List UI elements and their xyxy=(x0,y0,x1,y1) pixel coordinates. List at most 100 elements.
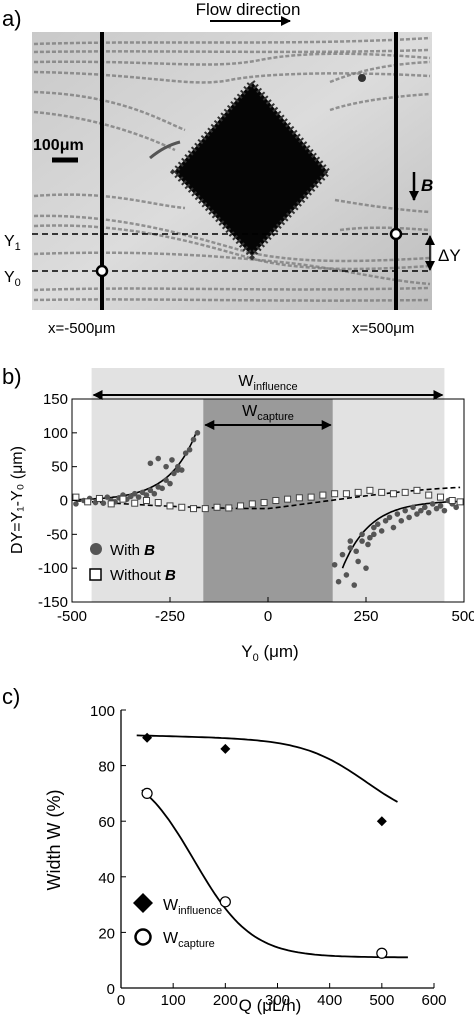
point-with-b xyxy=(410,504,416,511)
point-capture xyxy=(141,787,153,800)
streamline xyxy=(33,214,431,263)
point-influence xyxy=(142,732,153,743)
point-with-b xyxy=(406,514,412,521)
streamline xyxy=(33,110,176,152)
point-without-b xyxy=(354,488,362,496)
point-with-b xyxy=(355,558,361,565)
point-with-b xyxy=(365,541,371,548)
panel-c-ylabel: Width W (%) xyxy=(44,790,64,891)
point-without-b xyxy=(272,497,280,504)
point-without-b xyxy=(366,486,374,494)
point-without-b xyxy=(248,500,256,508)
point-with-b xyxy=(453,504,459,511)
point-with-b xyxy=(347,545,354,551)
streamline xyxy=(339,226,431,232)
point-without-b xyxy=(284,495,292,503)
point-without-b xyxy=(154,499,162,507)
point-without-b xyxy=(319,491,327,499)
point-without-b xyxy=(413,486,421,494)
point-with-b xyxy=(171,470,177,477)
point-with-b xyxy=(398,518,405,524)
marker-y0 xyxy=(95,264,109,278)
point-without-b xyxy=(389,490,397,498)
point-influence xyxy=(376,816,387,827)
panel-c-label: c) xyxy=(2,684,20,709)
point-with-b xyxy=(429,501,436,507)
y1-label: Y1 xyxy=(4,233,21,253)
x-tick-label: 100 xyxy=(161,992,186,1009)
point-without-b xyxy=(331,490,339,498)
panel-c-axes: 0 100 200 300 400 500 600 0 20 40 60 80 100 xyxy=(90,703,447,1009)
y-tick-label: -150 xyxy=(38,594,68,611)
point-without-b xyxy=(107,500,115,508)
flow-direction-label: Flow direction xyxy=(196,0,301,19)
point-with-b xyxy=(167,480,173,487)
point-with-b xyxy=(367,534,373,541)
point-without-b xyxy=(142,497,150,504)
streamline xyxy=(33,286,431,292)
point-with-b xyxy=(382,518,389,524)
point-with-b xyxy=(359,531,365,538)
field-label: B xyxy=(421,176,433,195)
panel-b-regions xyxy=(91,368,445,602)
panel-b-ylabel: DY=Y₁-Y₀ (μm) xyxy=(9,446,26,554)
legend-capture-marker xyxy=(134,928,152,946)
x-tick-label: 600 xyxy=(421,992,446,1009)
fit-influence xyxy=(136,734,398,803)
point-without-b xyxy=(190,505,198,513)
point-without-b xyxy=(225,504,233,512)
point-without-b xyxy=(307,493,315,501)
point-with-b xyxy=(182,450,189,456)
x-tick-label: 500 xyxy=(451,608,474,625)
y-tick-label: 20 xyxy=(98,925,115,942)
panel-c-fit-curves xyxy=(136,734,408,959)
panel-b-label: b) xyxy=(2,364,22,389)
magnetic-trap xyxy=(169,77,332,261)
point-influence xyxy=(220,743,231,754)
point-without-b xyxy=(378,488,386,496)
scale-bar-label: 100μm xyxy=(33,137,84,154)
y-tick-label: 0 xyxy=(107,981,115,998)
point-without-b xyxy=(95,494,103,502)
y0-label: Y0 xyxy=(4,269,21,289)
streamline xyxy=(33,251,431,286)
y-tick-label: 80 xyxy=(98,759,115,776)
point-without-b xyxy=(178,503,186,511)
panel-a-label: a) xyxy=(2,6,22,31)
point-with-b xyxy=(151,490,158,497)
legend-with-b-marker xyxy=(90,543,102,555)
marker-y1 xyxy=(389,227,403,241)
delta-y-label: ΔY xyxy=(438,246,461,265)
legend-influence-marker xyxy=(133,893,153,913)
point-with-b xyxy=(386,514,393,521)
point-without-b xyxy=(456,498,464,506)
point-with-b xyxy=(378,528,385,534)
streamline xyxy=(33,36,431,46)
legend-capture-label: Wcapture xyxy=(163,930,215,950)
panel-b-points xyxy=(72,430,464,588)
panel-c: c) 0 100 200 300 400 500 600 0 20 40 60 80 100 Width… xyxy=(2,684,447,1015)
panel-a: a) Flow direction 100μm B Y1 Y0 ΔY x=-50… xyxy=(2,0,461,337)
point-capture xyxy=(376,947,388,959)
point-with-b xyxy=(163,463,169,470)
streamline xyxy=(334,198,431,214)
y-tick-label: -50 xyxy=(46,526,68,543)
point-with-b xyxy=(159,485,165,492)
point-without-b xyxy=(436,493,444,501)
x-tick-label: 300 xyxy=(265,992,290,1009)
y-tick-label: 60 xyxy=(98,814,115,831)
y-tick-label: 100 xyxy=(43,425,68,442)
streamline xyxy=(33,298,431,302)
point-with-b xyxy=(190,436,197,443)
point-with-b xyxy=(343,572,350,578)
point-with-b xyxy=(175,467,181,473)
streamline xyxy=(33,193,186,210)
point-with-b xyxy=(414,511,420,517)
point-with-b xyxy=(139,489,146,496)
point-with-b xyxy=(186,446,193,453)
x-tick-label: 200 xyxy=(213,992,238,1009)
y-tick-label: 40 xyxy=(98,870,115,887)
point-with-b xyxy=(371,524,377,531)
